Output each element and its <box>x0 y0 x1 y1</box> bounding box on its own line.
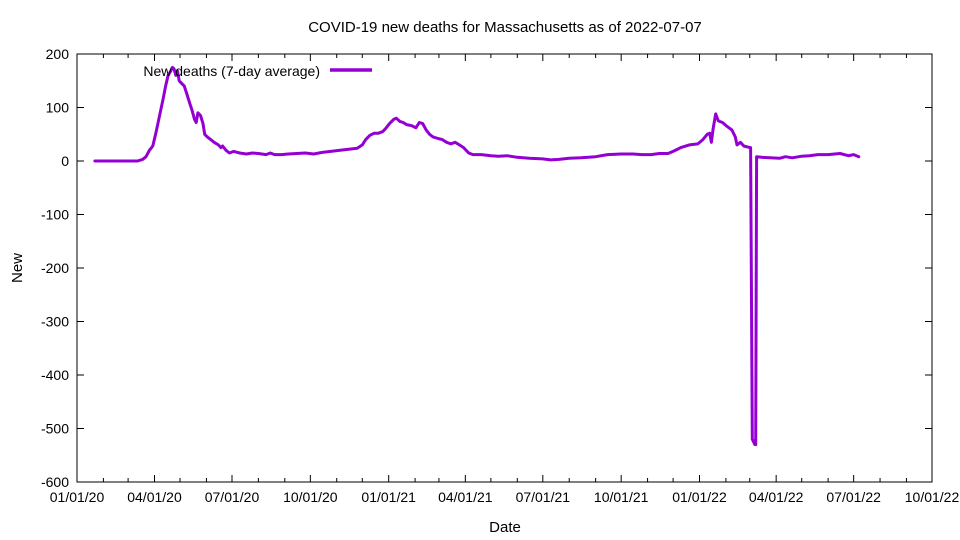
x-tick-label: 04/01/21 <box>438 489 493 505</box>
x-tick-label: 07/01/22 <box>826 489 881 505</box>
y-tick-label: 100 <box>46 100 70 116</box>
x-axis-label: Date <box>489 519 521 536</box>
x-tick-label: 10/01/20 <box>283 489 338 505</box>
legend: New deaths (7-day average) <box>143 63 372 79</box>
x-tick-label: 07/01/20 <box>205 489 260 505</box>
x-tick-label: 04/01/20 <box>127 489 182 505</box>
x-tick-label: 10/01/22 <box>905 489 960 505</box>
x-axis: 01/01/20 04/01/20 07/01/20 10/01/20 01/01/21… <box>50 54 960 505</box>
y-tick-label: -100 <box>41 207 69 223</box>
y-tick-label: -500 <box>41 421 69 437</box>
x-tick-label: 01/01/21 <box>361 489 416 505</box>
x-tick-label: 04/01/22 <box>749 489 804 505</box>
plot-frame <box>76 53 933 483</box>
x-tick-label: 07/01/21 <box>516 489 571 505</box>
y-tick-label: -200 <box>41 260 69 276</box>
series-group <box>93 65 861 447</box>
y-tick-label: -600 <box>41 474 69 490</box>
x-tick-label: 01/01/22 <box>672 489 727 505</box>
y-tick-label: -400 <box>41 367 69 383</box>
x-tick-label: 01/01/20 <box>50 489 105 505</box>
y-axis-label: New <box>9 253 26 283</box>
legend-label: New deaths (7-day average) <box>143 63 320 79</box>
x-tick-label: 10/01/21 <box>594 489 649 505</box>
series-line <box>93 65 861 447</box>
chart-title: COVID-19 new deaths for Massachusetts as… <box>308 19 702 36</box>
y-tick-label: 0 <box>61 153 69 169</box>
y-tick-label: -300 <box>41 314 69 330</box>
y-axis: 200 100 0 -100 -200 -300 -400 -500 -600 <box>41 46 932 490</box>
y-tick-label: 200 <box>46 46 70 62</box>
